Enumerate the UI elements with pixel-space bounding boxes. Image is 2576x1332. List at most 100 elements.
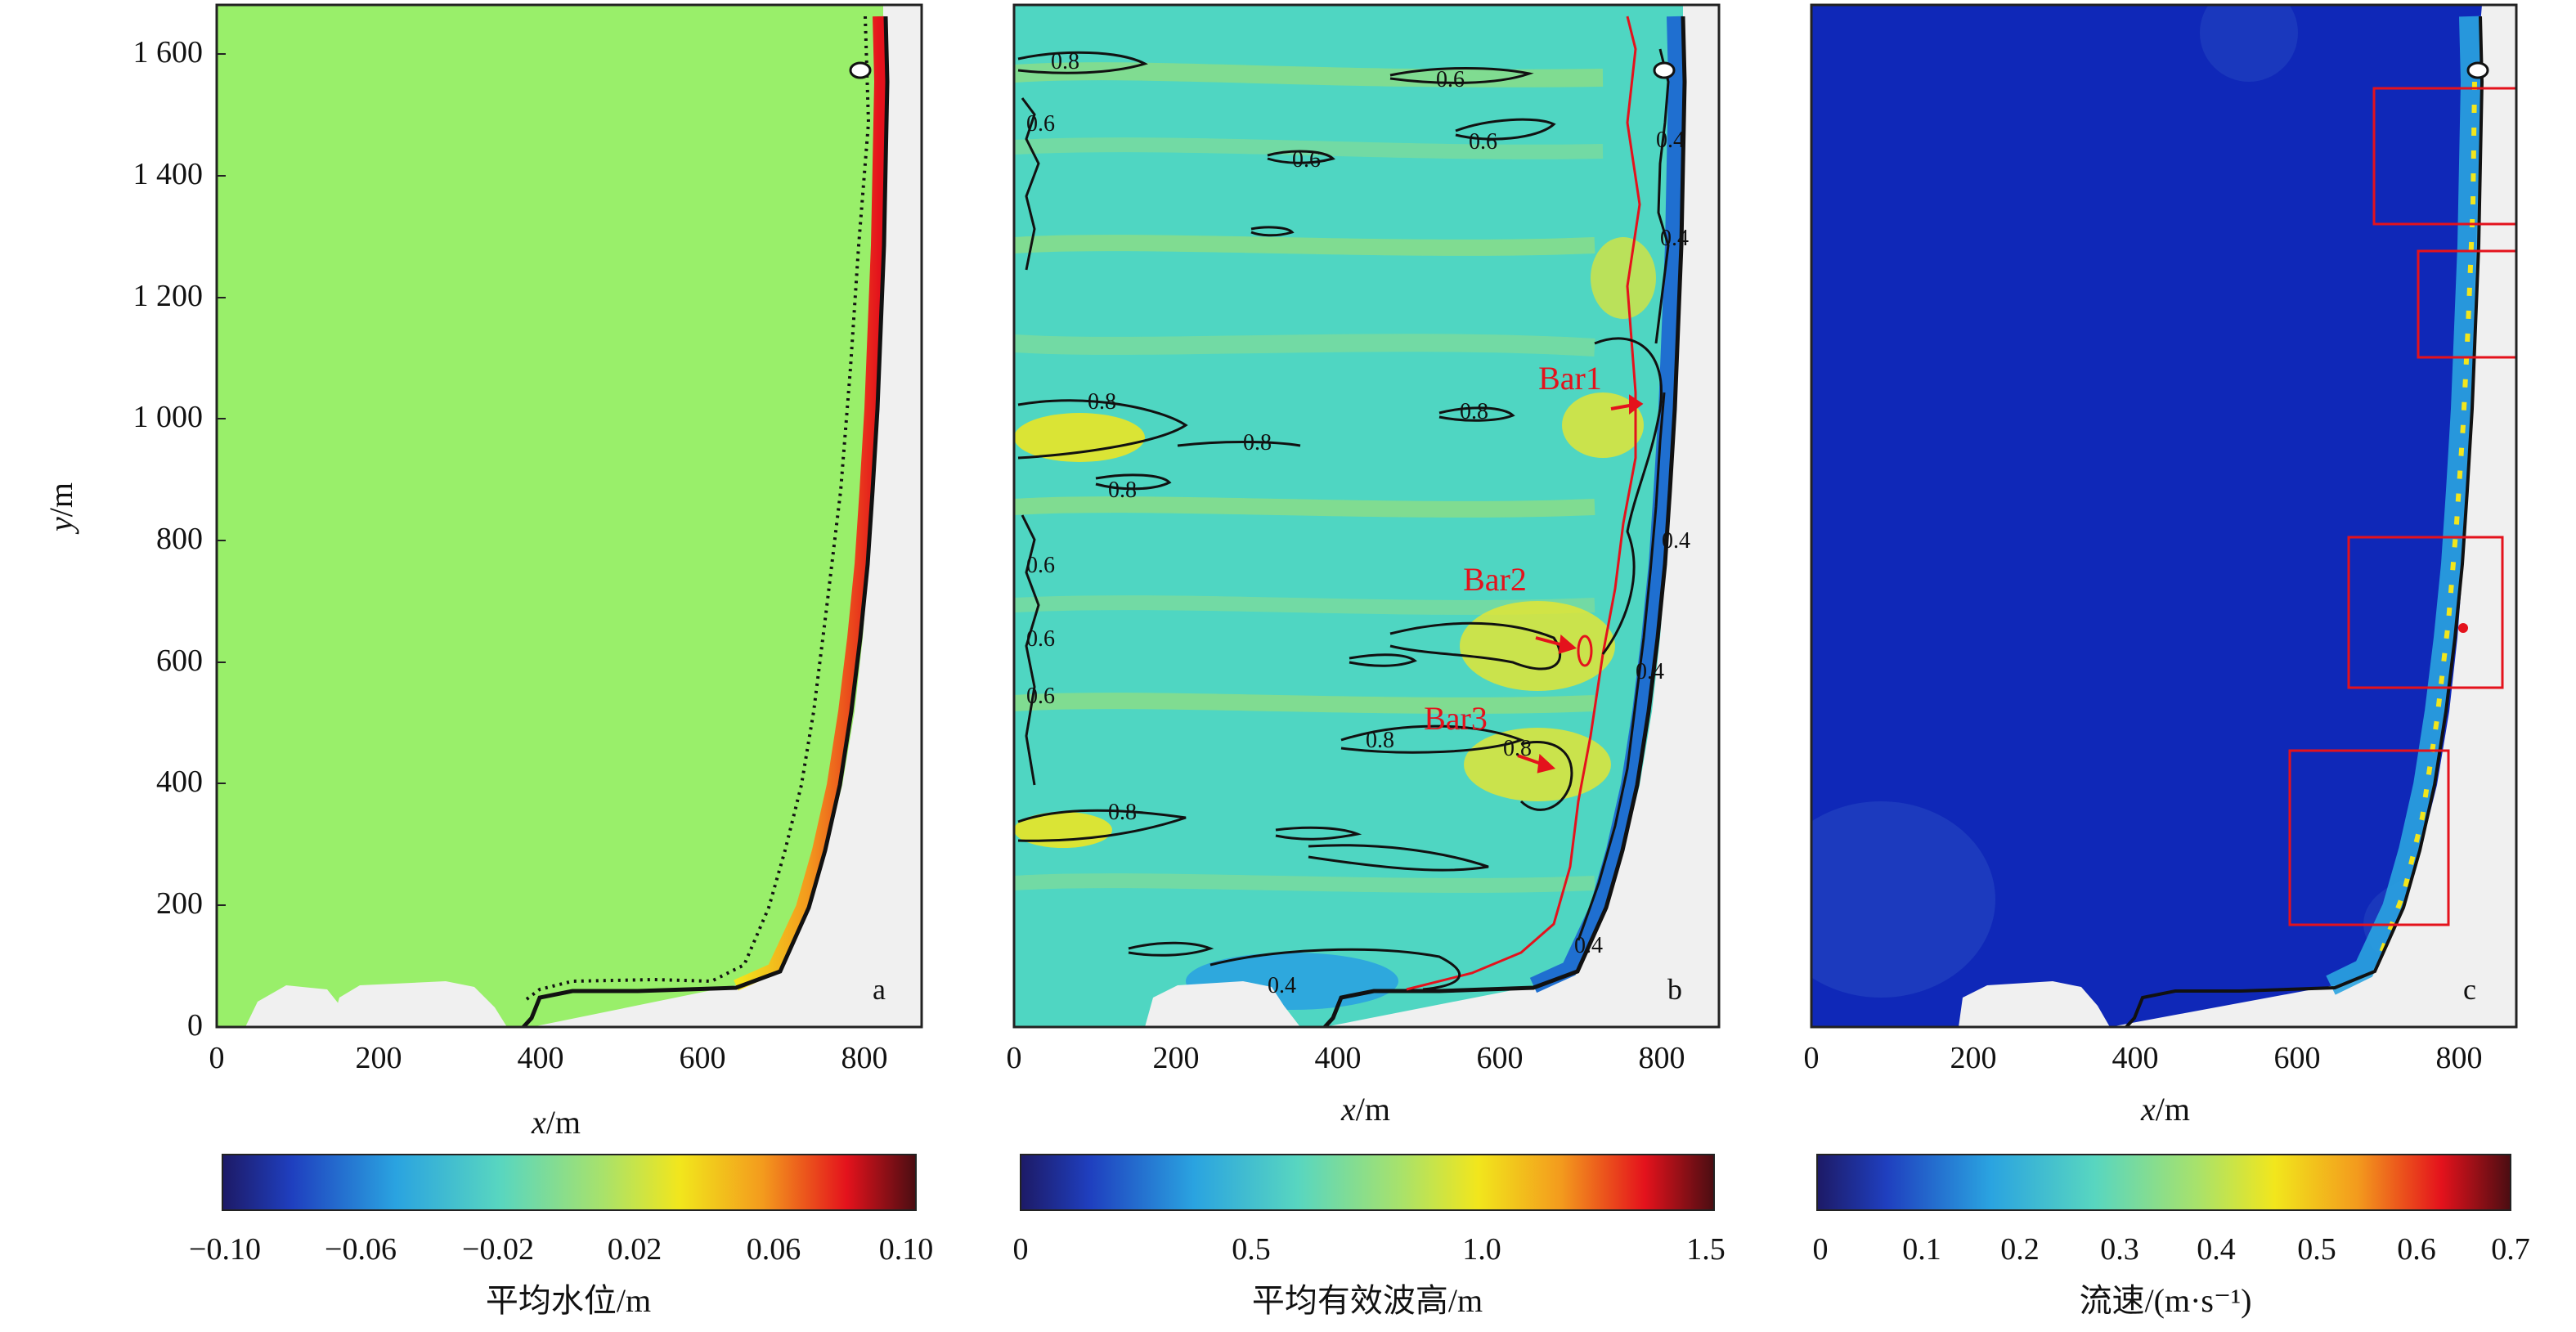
panel-a-land (331, 5, 922, 1027)
panel-b-label: b (1667, 973, 1682, 1006)
x-tick-label: 200 (1950, 1041, 1997, 1075)
x-tick-label: 400 (2112, 1041, 2159, 1075)
contour-label: 0.8 (1366, 728, 1394, 753)
contour-label: 0.6 (1026, 553, 1055, 578)
contour-label: 0.6 (1292, 147, 1321, 173)
y-tick-label: 1 000 (133, 400, 204, 434)
y-tick-label: 1 400 (133, 157, 204, 191)
colorbar-tick-label: −0.10 (189, 1232, 261, 1267)
x-tick-label: 400 (518, 1041, 564, 1075)
x-tick-label: 800 (2436, 1041, 2483, 1075)
panel-b-colorbar-ticks: 0 0.5 1.0 1.5 (1013, 1232, 1726, 1267)
colorbar-tick-label: 0.3 (2100, 1232, 2139, 1267)
x-tick-label: 200 (356, 1041, 402, 1075)
contour-label: 0.6 (1026, 111, 1055, 137)
contour-label: 0.8 (1460, 399, 1488, 424)
colorbar-tick-label: 0.2 (2000, 1232, 2040, 1267)
y-tick-label: 400 (156, 765, 203, 799)
contour-label: 0.6 (1026, 626, 1055, 652)
panel-c-land (1959, 5, 2516, 1027)
panel-c-colorbar-label: 流速/(m·s⁻¹) (2080, 1282, 2252, 1319)
x-tick-label: 800 (1639, 1041, 1685, 1075)
x-tick-label: 200 (1153, 1041, 1200, 1075)
y-tick-label: 800 (156, 522, 203, 556)
y-tick-label: 1 600 (133, 35, 204, 70)
contour-label: 0.4 (1574, 933, 1603, 958)
panel-b-contour-labels: 0.8 0.6 0.6 0.6 0.6 0.8 0.8 0.8 0.8 0.8 … (1026, 49, 1690, 998)
panel-a-land-dune (245, 985, 352, 1027)
panel-b-colorbar-label: 平均有效波高/m (1252, 1282, 1483, 1319)
panel-a: a 0 200 400 600 800 1 000 1 200 1 400 1 … (43, 3, 933, 1319)
panel-c-highlight-boxes (2288, 87, 2516, 926)
panel-a-shoreline (522, 16, 890, 1027)
highlight-box (2347, 536, 2504, 689)
contour-label: 0.4 (1268, 973, 1296, 998)
panel-c-label: c (2463, 973, 2476, 1006)
colorbar-tick-label: 0.5 (2297, 1232, 2336, 1267)
panel-b-arrows (1517, 394, 1644, 774)
contour-label: 0.8 (1108, 800, 1137, 825)
panel-a-label: a (873, 973, 886, 1006)
colorbar-tick-label: 1.5 (1686, 1232, 1726, 1267)
colorbar-tick-label: 0 (1013, 1232, 1029, 1267)
contour-label: 0.6 (1469, 129, 1497, 155)
panel-b-shore-band (1529, 16, 1685, 993)
panel-a-island (849, 61, 872, 79)
colorbar-tick-label: 0.10 (879, 1232, 934, 1267)
x-tick-label: 0 (209, 1041, 225, 1075)
panel-c-colorbar-ticks: 0 0.1 0.2 0.3 0.4 0.5 0.6 0.7 (1813, 1232, 2530, 1267)
contour-label: 0.4 (1636, 659, 1664, 684)
annotation-bar1: Bar1 (1538, 360, 1602, 397)
panel-b-x-ticks: 0 200 400 600 800 (1007, 1041, 1685, 1075)
x-tick-label: 0 (1804, 1041, 1820, 1075)
panel-a-x-axis-label: x/m (531, 1104, 581, 1141)
annotation-bar3: Bar3 (1424, 700, 1488, 737)
annotation-bar2: Bar2 (1463, 561, 1527, 598)
panel-c-colorbar (1816, 1154, 2511, 1211)
highlight-box (2288, 749, 2450, 926)
panel-c-x-axis-label: x/m (2140, 1091, 2190, 1128)
contour-label: 0.8 (1088, 389, 1116, 415)
contour-label: 0.8 (1051, 49, 1079, 74)
panel-b-x-axis-label: x/m (1340, 1091, 1390, 1128)
panel-a-x-ticks: 0 200 400 600 800 (209, 1041, 888, 1075)
contour-label: 0.4 (1660, 226, 1689, 251)
panel-b: 0.8 0.6 0.6 0.6 0.6 0.8 0.8 0.8 0.8 0.8 … (1007, 3, 1726, 1319)
contour-label: 0.8 (1108, 478, 1137, 503)
colorbar-tick-label: 0 (1813, 1232, 1829, 1267)
colorbar-tick-label: 0.7 (2491, 1232, 2530, 1267)
panel-a-y-ticks: 0 200 400 600 800 1 000 1 200 1 400 1 60… (133, 35, 226, 1043)
panel-a-y-axis-label: y/m (43, 482, 79, 535)
panel-a-colorbar-label: 平均水位/m (486, 1282, 651, 1319)
highlight-box (2372, 87, 2516, 226)
y-tick-label: 0 (187, 1008, 203, 1043)
highlight-box (2417, 249, 2516, 359)
colorbar-tick-label: 0.02 (608, 1232, 662, 1267)
colorbar-tick-label: 0.06 (747, 1232, 801, 1267)
colorbar-tick-label: −0.06 (325, 1232, 397, 1267)
x-tick-label: 600 (2274, 1041, 2321, 1075)
x-tick-label: 600 (680, 1041, 726, 1075)
y-tick-label: 600 (156, 644, 203, 678)
colorbar-tick-label: 1.0 (1462, 1232, 1501, 1267)
panel-c-x-ticks: 0 200 400 600 800 (1804, 1041, 2483, 1075)
panel-c: c 0 200 400 600 800 x/m 0 0.1 0.2 0.3 0.… (1804, 3, 2530, 1319)
x-tick-label: 0 (1007, 1041, 1022, 1075)
x-tick-label: 600 (1477, 1041, 1524, 1075)
panel-a-colorbar (222, 1154, 917, 1211)
colorbar-tick-label: 0.4 (2197, 1232, 2236, 1267)
colorbar-tick-label: 0.1 (1902, 1232, 1941, 1267)
colorbar-tick-label: 0.6 (2397, 1232, 2436, 1267)
colorbar-tick-label: −0.02 (462, 1232, 534, 1267)
contour-label: 0.8 (1503, 736, 1532, 761)
contour-label: 0.6 (1026, 684, 1055, 709)
colorbar-tick-label: 0.5 (1232, 1232, 1271, 1267)
panel-c-shoreline (2125, 16, 2484, 1027)
x-tick-label: 400 (1315, 1041, 1362, 1075)
panel-b-island (1653, 61, 1676, 79)
panel-b-shoreline (1323, 16, 1687, 1027)
panel-b-colorbar (1020, 1154, 1715, 1211)
y-tick-label: 200 (156, 886, 203, 921)
panel-a-colorbar-ticks: −0.10 −0.06 −0.02 0.02 0.06 0.10 (189, 1232, 933, 1267)
